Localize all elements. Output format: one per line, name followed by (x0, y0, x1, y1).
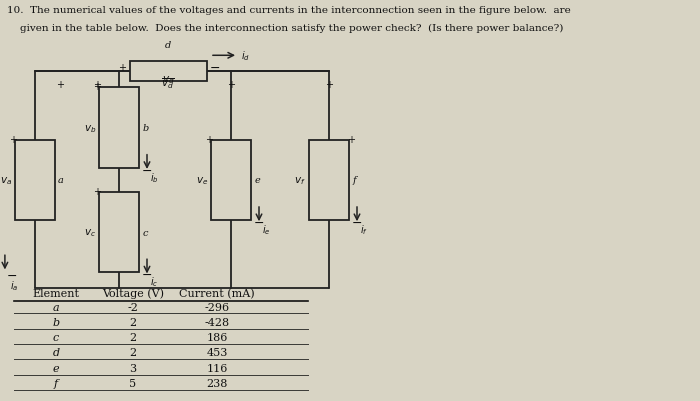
Text: +: + (325, 80, 333, 90)
Text: Element: Element (32, 289, 80, 299)
Bar (15, 140, 55, 221)
Text: −: − (141, 269, 153, 282)
Text: -2: -2 (127, 302, 139, 312)
Text: −: − (6, 270, 17, 283)
Bar (309, 140, 349, 221)
Text: given in the table below.  Does the interconnection satisfy the power check?  (I: given in the table below. Does the inter… (7, 24, 564, 33)
Text: $i_c$: $i_c$ (150, 275, 158, 288)
Text: 453: 453 (206, 348, 228, 358)
Text: Voltage (V): Voltage (V) (102, 288, 164, 299)
Text: $v_e$: $v_e$ (195, 174, 208, 186)
Text: 186: 186 (206, 332, 228, 342)
Text: +: + (118, 63, 126, 73)
Bar (211, 140, 251, 221)
Text: $v_b$: $v_b$ (83, 122, 96, 134)
Text: +: + (347, 134, 355, 144)
Text: e: e (52, 363, 60, 373)
Text: +: + (227, 80, 235, 90)
Bar (99, 192, 139, 273)
Text: 3: 3 (130, 363, 136, 373)
Text: c: c (53, 332, 59, 342)
Text: -296: -296 (204, 302, 230, 312)
Text: +: + (93, 186, 101, 196)
Text: $i_f$: $i_f$ (360, 223, 368, 236)
Text: $i_a$: $i_a$ (10, 279, 18, 292)
Text: +: + (205, 134, 213, 144)
Text: $i_d$: $i_d$ (241, 49, 251, 63)
Text: 2: 2 (130, 348, 136, 358)
Text: $i_b$: $i_b$ (150, 170, 158, 184)
Text: f: f (352, 176, 356, 185)
Text: d: d (52, 348, 60, 358)
Text: −: − (254, 217, 265, 229)
Text: +: + (56, 80, 64, 90)
Text: −: − (141, 164, 153, 177)
Text: a: a (58, 176, 64, 185)
Text: Current (mA): Current (mA) (179, 288, 255, 299)
Text: f: f (54, 378, 58, 388)
Text: +: + (93, 80, 101, 90)
Text: 116: 116 (206, 363, 228, 373)
Text: +: + (9, 134, 17, 144)
Bar (99, 88, 139, 168)
Text: −: − (210, 62, 220, 75)
Text: a: a (52, 302, 60, 312)
Text: 10.  The numerical values of the voltages and currents in the interconnection se: 10. The numerical values of the voltages… (7, 6, 570, 15)
Text: e: e (254, 176, 260, 185)
Text: $v_f$: $v_f$ (294, 174, 306, 186)
Text: −: − (351, 217, 363, 229)
Text: b: b (142, 124, 148, 133)
Text: $v_c$: $v_c$ (84, 227, 96, 239)
Text: 5: 5 (130, 378, 136, 388)
Text: $v_a$: $v_a$ (0, 174, 12, 186)
Text: c: c (142, 228, 148, 237)
Text: 2: 2 (130, 317, 136, 327)
Text: $\overline{v_d}$: $\overline{v_d}$ (162, 76, 174, 91)
Text: -428: -428 (204, 317, 230, 327)
Text: $v_d$: $v_d$ (162, 74, 174, 86)
Text: 238: 238 (206, 378, 228, 388)
Text: d: d (165, 41, 171, 50)
Text: +: + (93, 82, 101, 92)
Text: b: b (52, 317, 60, 327)
Bar (130, 62, 206, 82)
Text: 2: 2 (130, 332, 136, 342)
Text: $i_e$: $i_e$ (262, 223, 270, 236)
